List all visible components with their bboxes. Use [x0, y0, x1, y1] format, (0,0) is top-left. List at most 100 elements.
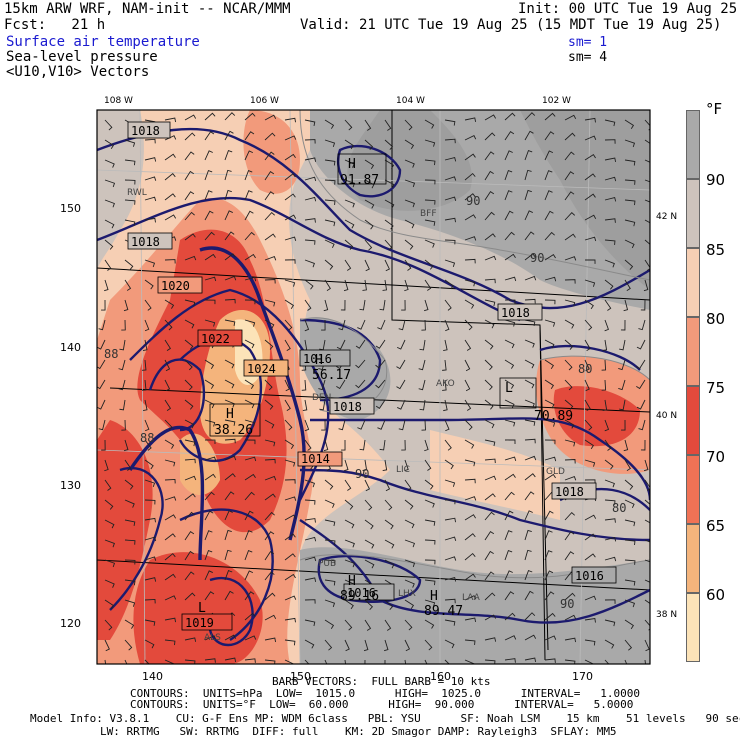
wind-barb [544, 339, 555, 349]
wind-barb [644, 199, 650, 203]
wind-barb [144, 556, 157, 561]
wind-barb [377, 419, 386, 430]
wind-barb [184, 399, 194, 410]
wind-barb [184, 511, 195, 521]
wind-barb [264, 475, 277, 481]
wind-barb [404, 119, 413, 131]
wind-barb [204, 530, 213, 541]
wind-barb [184, 170, 194, 181]
wind-barb [618, 379, 626, 391]
wind-barb [384, 499, 393, 511]
wind-barb [164, 193, 176, 201]
wind-barb [124, 459, 132, 471]
wind-barb [424, 279, 432, 291]
colorbar-tick: 70 [706, 448, 726, 466]
wind-barb [604, 659, 610, 664]
wind-barb [384, 659, 386, 664]
wind-barb [164, 419, 173, 431]
high-value: 56.17 [312, 368, 351, 383]
wind-barb [504, 190, 513, 201]
wind-barb [284, 639, 296, 646]
wind-barb [377, 319, 386, 330]
wind-barb [204, 439, 216, 445]
wind-barb [644, 219, 650, 224]
wind-barb [224, 210, 233, 221]
wind-barb [624, 639, 633, 651]
wind-barb [604, 479, 615, 488]
wind-barb [484, 439, 496, 447]
wind-barb [604, 299, 612, 311]
wind-barb [444, 479, 456, 487]
wind-barb [464, 573, 476, 581]
wind-barb [604, 459, 614, 470]
wind-barb [584, 514, 597, 521]
wind-barb [244, 473, 256, 481]
wind-barb [264, 319, 275, 329]
wind-barb [304, 157, 317, 162]
wind-barb [584, 659, 595, 664]
wind-barb [144, 217, 156, 223]
wind-barb [464, 258, 476, 264]
station-label: GLD [546, 467, 565, 477]
wind-barb [644, 179, 650, 183]
wind-barb [564, 439, 576, 447]
wind-barb [624, 239, 635, 249]
wind-barb [264, 339, 274, 350]
wind-barb [484, 170, 494, 181]
station-label: LIC [396, 465, 410, 475]
wind-barb [244, 299, 256, 305]
wind-barb [564, 399, 574, 410]
wind-barb [264, 399, 274, 410]
wind-barb [164, 135, 177, 141]
wind-barb [504, 359, 515, 369]
wind-barb [104, 159, 115, 168]
wind-barb [636, 399, 646, 410]
wind-barb [123, 299, 129, 312]
wind-barb [504, 530, 513, 541]
wind-barb [644, 639, 650, 652]
wind-barb [524, 570, 533, 581]
pressure-label: 1018 [555, 485, 584, 499]
wind-barb [164, 117, 177, 123]
wind-barb [364, 539, 375, 549]
wind-barb [284, 236, 297, 242]
gray-90-central-region [300, 317, 391, 420]
wind-barb [404, 479, 412, 491]
wind-barb [398, 419, 406, 431]
wind-barb [424, 259, 434, 270]
wind-barb [584, 479, 596, 484]
wind-barb [584, 135, 597, 141]
wind-barb [324, 479, 334, 490]
wind-barb [464, 379, 471, 392]
field-pressure-sm: sm= 4 [568, 50, 608, 65]
wind-barb [444, 459, 454, 470]
wind-barb [224, 275, 237, 281]
pressure-label: 1020 [161, 279, 190, 293]
wind-barb [504, 612, 516, 621]
wind-barb [144, 176, 157, 181]
wind-barb [524, 253, 536, 261]
wind-barb [324, 159, 336, 166]
wind-barb [144, 459, 154, 470]
wind-barb [638, 319, 646, 331]
wind-barb [524, 634, 537, 641]
wind-barb [424, 479, 434, 490]
wind-barb [164, 439, 175, 449]
wind-barb [124, 579, 136, 586]
wind-barb [444, 299, 452, 311]
wind-barb [104, 459, 109, 472]
wind-barb [464, 319, 473, 331]
wind-barb [564, 359, 573, 371]
y-grid-label: 130 [60, 479, 81, 492]
wind-barb [644, 659, 646, 664]
wind-barb [644, 559, 650, 563]
wind-barb [304, 536, 317, 542]
wind-barb [624, 559, 636, 565]
wind-barb [363, 639, 369, 652]
wind-barb [544, 150, 554, 161]
wind-barb [643, 459, 649, 472]
wind-barb [357, 319, 366, 330]
wind-barb [364, 519, 374, 530]
wind-barb [464, 419, 473, 431]
wind-barb [264, 191, 275, 201]
